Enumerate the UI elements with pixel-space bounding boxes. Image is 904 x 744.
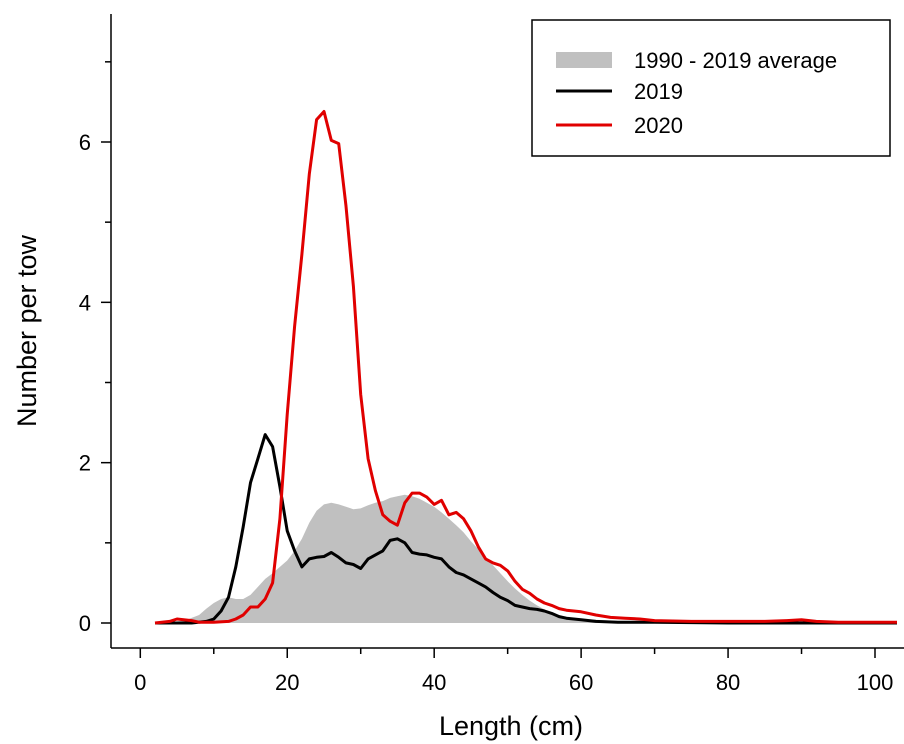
x-tick-label: 0 xyxy=(134,670,146,695)
x-tick-label: 60 xyxy=(569,670,593,695)
y-tick-label: 0 xyxy=(79,611,91,636)
y-tick-label: 6 xyxy=(79,130,91,155)
x-tick-label: 20 xyxy=(275,670,299,695)
series-area-1990-2019-average xyxy=(155,494,897,623)
x-axis-title: Length (cm) xyxy=(439,711,583,741)
legend-label-2019: 2019 xyxy=(634,79,683,104)
x-tick-label: 100 xyxy=(857,670,894,695)
legend: 1990 - 2019 average 2019 2020 xyxy=(531,19,891,157)
y-ticks: 0 2 4 6 xyxy=(79,61,111,636)
legend-label-2020: 2020 xyxy=(634,113,683,138)
y-tick-label: 2 xyxy=(79,451,91,476)
x-tick-label: 40 xyxy=(422,670,446,695)
series-line-2020 xyxy=(154,110,897,625)
x-tick-label: 80 xyxy=(716,670,740,695)
x-ticks: 0 20 40 60 80 100 xyxy=(134,648,893,695)
legend-label-average: 1990 - 2019 average xyxy=(634,48,837,73)
y-axis-title: Number per tow xyxy=(12,234,42,427)
y-tick-label: 4 xyxy=(79,290,91,315)
series-layer xyxy=(154,110,897,625)
legend-box xyxy=(531,19,891,157)
series-line-2019 xyxy=(155,433,897,625)
plot-area: 0 20 40 60 80 100 0 2 4 6 xyxy=(79,14,904,695)
